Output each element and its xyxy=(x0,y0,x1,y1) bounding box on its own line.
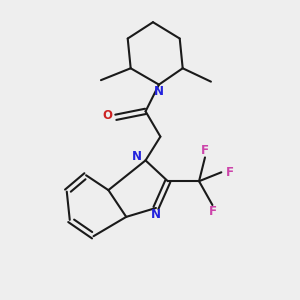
Text: N: N xyxy=(151,208,161,221)
Text: N: N xyxy=(154,85,164,98)
Text: F: F xyxy=(226,166,234,179)
Text: O: O xyxy=(103,109,112,122)
Text: F: F xyxy=(208,205,216,218)
Text: N: N xyxy=(132,150,142,163)
Text: F: F xyxy=(201,144,209,158)
